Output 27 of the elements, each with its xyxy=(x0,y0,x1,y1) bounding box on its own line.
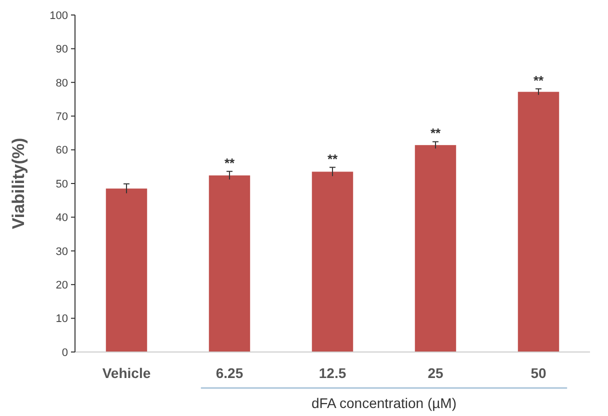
y-tick-label: 60 xyxy=(56,144,68,157)
x-tick-label: 25 xyxy=(428,365,444,381)
annotation: ** xyxy=(327,151,338,166)
annotation: ** xyxy=(533,72,544,88)
y-tick-label: 30 xyxy=(56,246,68,258)
y-tick-label: 40 xyxy=(56,212,68,224)
bar xyxy=(414,145,456,352)
x-tick-label: 12.5 xyxy=(318,365,346,381)
y-tick-label: 80 xyxy=(56,77,68,90)
x-axis-title: dFA concentration (µM) xyxy=(311,395,457,411)
bar xyxy=(312,172,354,352)
y-tick-label: 70 xyxy=(56,110,68,123)
x-tick-label: 6.25 xyxy=(216,365,244,381)
bar xyxy=(106,188,148,352)
y-tick-label: 0 xyxy=(62,346,68,359)
x-tick-label: Vehicle xyxy=(102,365,151,381)
y-tick-label: 50 xyxy=(56,178,68,190)
y-tick-label: 20 xyxy=(56,279,68,292)
annotation: ** xyxy=(224,155,236,170)
y-tick-label: 90 xyxy=(56,44,68,56)
annotation: ** xyxy=(430,126,442,141)
y-axis-title: Viability(%) xyxy=(9,138,28,230)
y-tick-label: 100 xyxy=(50,10,68,22)
bar xyxy=(518,92,560,352)
bar xyxy=(208,175,250,352)
y-tick-label: 10 xyxy=(56,313,68,326)
x-tick-label: 50 xyxy=(530,365,546,381)
